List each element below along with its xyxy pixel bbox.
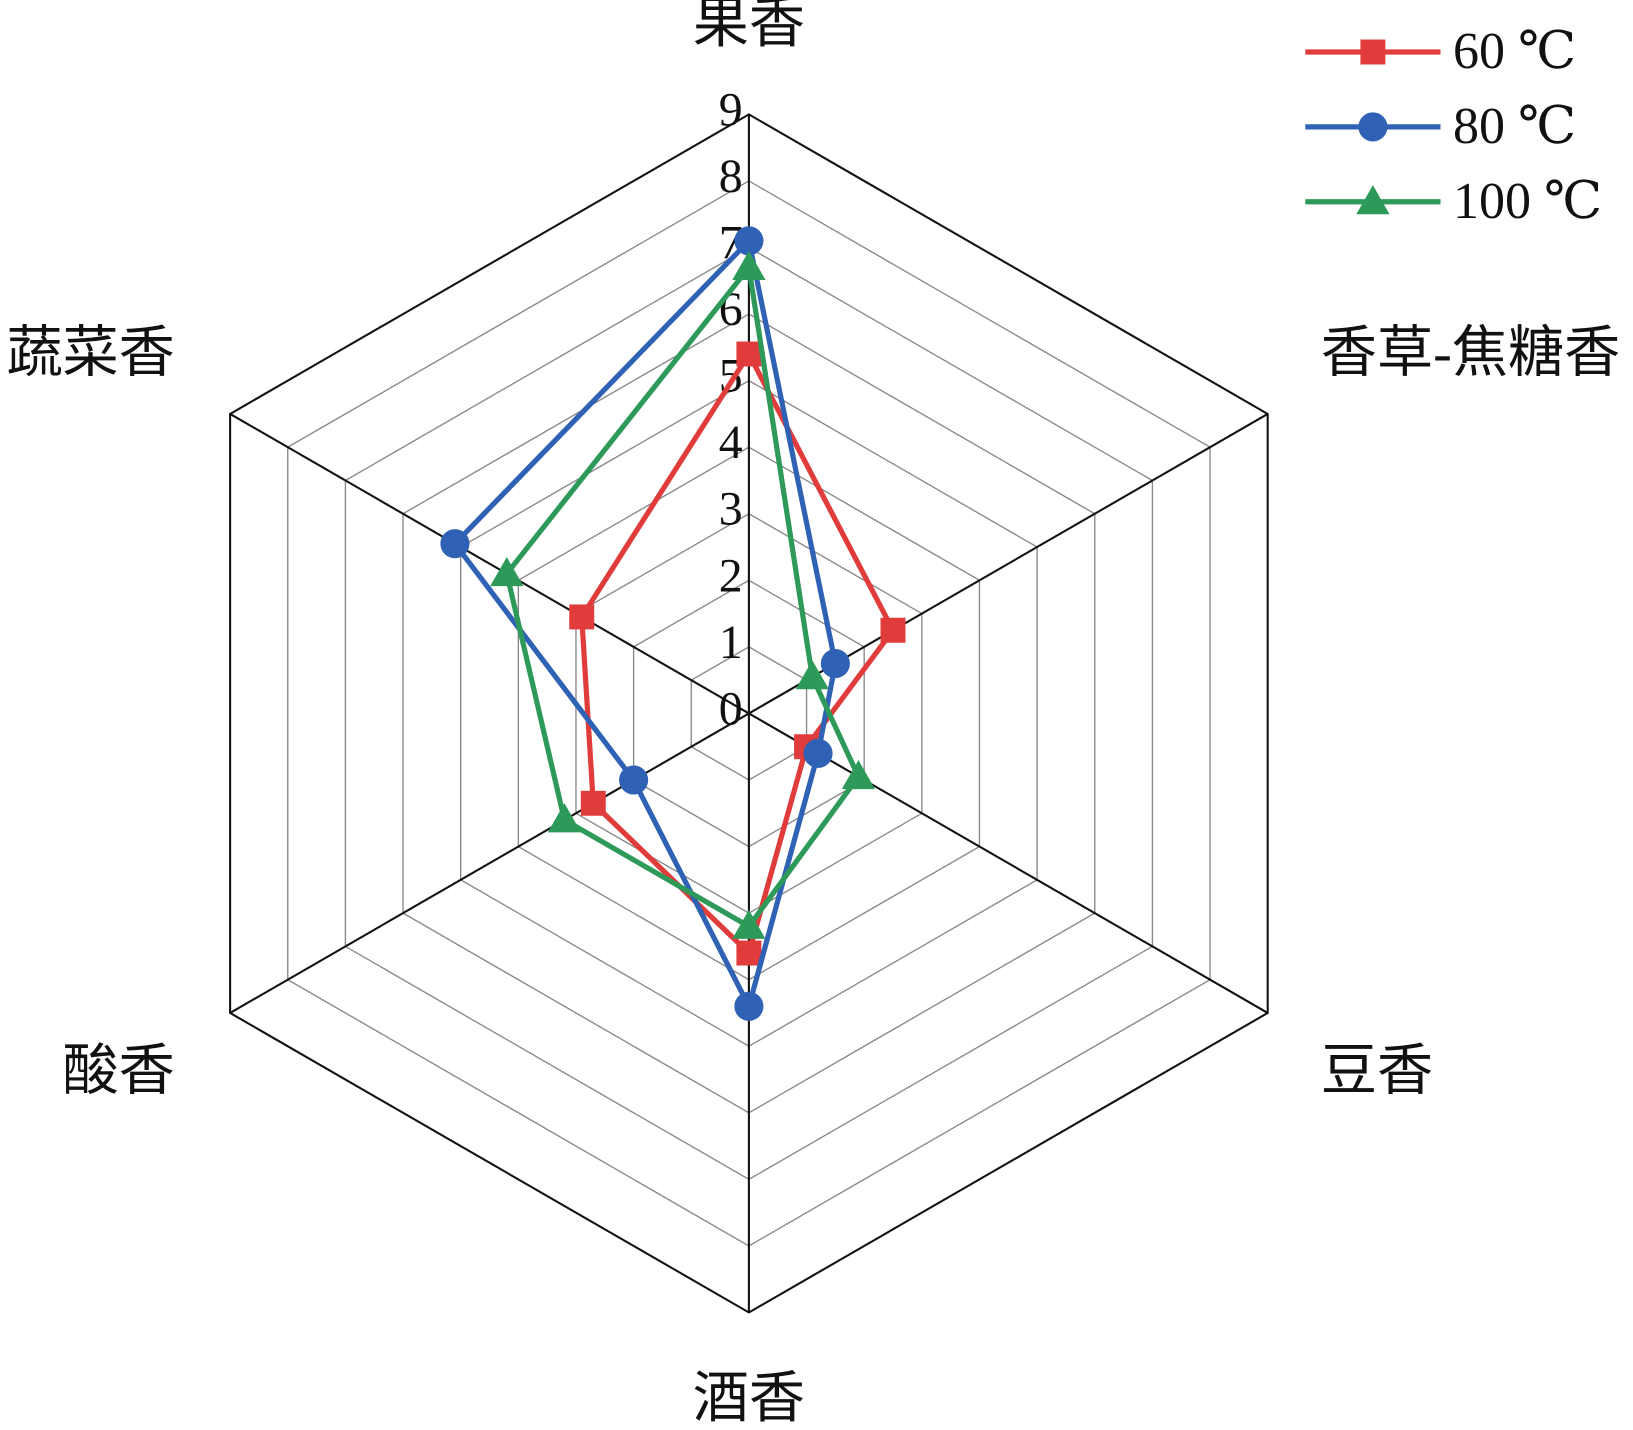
marker: [1356, 185, 1390, 215]
tick-label: 8: [719, 150, 743, 203]
legend-label: 80 ℃: [1453, 98, 1576, 155]
marker: [734, 226, 764, 256]
tick-label: 1: [719, 616, 743, 669]
axis-spoke: [748, 712, 1269, 1014]
marker: [880, 617, 906, 643]
tick-label: 3: [719, 483, 743, 536]
marker: [1360, 39, 1386, 65]
category-label: 豆香: [1321, 1040, 1433, 1102]
marker: [734, 991, 764, 1021]
category-label: 香草-焦糖香: [1321, 323, 1620, 385]
tick-label: 0: [719, 682, 743, 735]
marker: [736, 341, 762, 367]
marker: [820, 648, 850, 679]
tick-label: 4: [719, 416, 743, 469]
category-label: 蔬菜香: [6, 323, 174, 385]
marker: [841, 760, 876, 790]
marker: [736, 940, 762, 966]
marker: [547, 803, 582, 833]
marker: [440, 529, 470, 559]
marker: [803, 738, 833, 768]
axis-spoke: [229, 413, 750, 715]
category-label: 酒香: [693, 1368, 805, 1430]
marker: [732, 909, 766, 939]
series-line: [451, 235, 839, 1014]
legend-label: 100 ℃: [1453, 173, 1602, 230]
marker: [619, 765, 649, 795]
marker: [732, 250, 766, 280]
marker: [1358, 112, 1388, 142]
category-label: 果香: [693, 0, 805, 55]
marker: [580, 790, 606, 816]
tick-label: 9: [719, 83, 743, 136]
axis-spoke: [229, 712, 750, 1014]
marker: [490, 557, 524, 587]
marker: [795, 660, 829, 690]
marker: [569, 604, 595, 630]
legend-label: 60 ℃: [1453, 23, 1576, 80]
category-label: 酸香: [63, 1040, 175, 1102]
tick-label: 2: [719, 549, 743, 602]
